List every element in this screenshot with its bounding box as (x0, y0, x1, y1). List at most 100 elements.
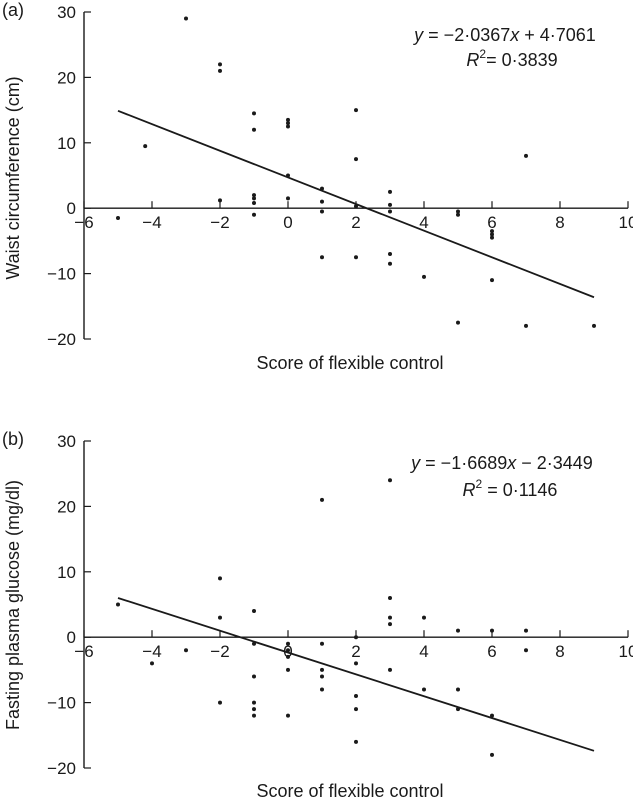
panel-a-data-point (388, 261, 392, 266)
panel-b-data-point (286, 654, 290, 659)
panel-a-data-point (388, 251, 392, 256)
panel-b-eq-slope: = −1·6689 (420, 453, 507, 473)
panel-b-data-point (286, 667, 290, 672)
panel-a-y-axis-label: Waist circumference (cm) (3, 76, 23, 279)
panel-b-data-point (524, 628, 528, 633)
panel-a-y-tick-label: 20 (57, 68, 76, 87)
panel-b-data-point (252, 700, 256, 705)
panel-b-x-tick-label: 2 (351, 642, 360, 661)
panel-a-data-point (218, 62, 222, 67)
panel-b-data-point (320, 687, 324, 692)
panel-b-data-point (388, 615, 392, 620)
panel-b-eq-intercept: − 2·3449 (516, 453, 593, 473)
panel-b-data-point (150, 661, 154, 666)
panel-b-x-tick-label: 6 (487, 642, 496, 661)
panel-b: (b) Fasting plasma glucose (mg/dl) Score… (2, 429, 633, 801)
panel-b-data-point (388, 667, 392, 672)
panel-a-data-point (388, 202, 392, 207)
panel-a-trendline (117, 109, 595, 299)
panel-a-eq-y: y (412, 25, 424, 45)
panel-b-x-tick-label: −4 (142, 642, 161, 661)
panel-b-eq-y: y (409, 453, 421, 473)
panel-b-data-point (286, 648, 290, 653)
panel-a-data-point (592, 323, 596, 328)
panel-b-y-axis-label: Fasting plasma glucose (mg/dl) (3, 480, 23, 730)
panel-b-data-point (320, 667, 324, 672)
panel-b-r-squared: R2 = 0·1146 (463, 477, 558, 500)
panel-a-r-squared: R2= 0·3839 (466, 47, 557, 70)
panel-b-r-value: = 0·1146 (482, 480, 557, 500)
panel-b-data-point (218, 576, 222, 581)
panel-b-data-point (252, 713, 256, 718)
panel-a-data-point (252, 200, 256, 205)
panel-b-r-exponent: 2 (476, 477, 483, 491)
panel-a-data-point (218, 68, 222, 73)
panel-b-r-symbol: R (463, 480, 476, 500)
panel-b-data-point (252, 641, 256, 646)
panel-a-data-point (218, 198, 222, 203)
panel-a-data-point (388, 209, 392, 214)
panel-a-data-point (286, 124, 290, 129)
panel-b-data-point (422, 615, 426, 620)
panel-a: (a) Waist circumference (cm) Score of fl… (2, 0, 633, 373)
panel-a-data-point (286, 196, 290, 201)
panel-b-y-tick-label: 10 (57, 563, 76, 582)
panel-a-data-point (354, 204, 358, 209)
panel-b-data-point (320, 641, 324, 646)
panel-a-data-point (252, 111, 256, 116)
panel-b-data-point (286, 713, 290, 718)
panel-a-data-point (354, 255, 358, 260)
panel-b-data-point (354, 739, 358, 744)
panel-b-data-point (184, 648, 188, 653)
panel-b-data-point (490, 752, 494, 757)
panel-b-x-tick-label: −6 (74, 642, 93, 661)
panel-a-data-point (490, 235, 494, 240)
panel-b-x-tick-label: 8 (555, 642, 564, 661)
panel-b-x-tick-label: −2 (210, 642, 229, 661)
panel-a-r-value: = 0·3839 (486, 50, 558, 70)
panel-a-data-point (252, 196, 256, 201)
panel-b-data-point (422, 687, 426, 692)
panel-a-x-tick-label: 6 (487, 213, 496, 232)
panel-b-label: (b) (2, 429, 24, 449)
panel-a-data-point (184, 16, 188, 21)
panel-a-data-point (490, 278, 494, 283)
panel-a-eq-x: x (509, 25, 520, 45)
panel-b-y-tick-label: −10 (47, 694, 76, 713)
panel-a-data-point (456, 212, 460, 217)
panel-b-y-tick-label: 30 (57, 432, 76, 451)
panel-a-data-point (252, 127, 256, 132)
panel-a-data-point (320, 255, 324, 260)
panel-a-label: (a) (2, 0, 24, 20)
panel-a-x-tick-label: −4 (142, 213, 161, 232)
panel-a-y-tick-label: 10 (57, 134, 76, 153)
panel-a-data-point (116, 216, 120, 221)
panel-b-y-tick-label: 20 (57, 497, 76, 516)
panel-b-data-point (388, 478, 392, 483)
panel-b-data-point (286, 641, 290, 646)
panel-b-data-point (490, 628, 494, 633)
panel-a-x-tick-label: 10 (619, 213, 633, 232)
panel-a-r-exponent: 2 (479, 47, 486, 61)
panel-a-data-point (252, 193, 256, 198)
panel-b-data-point (116, 602, 120, 607)
panel-b-y-tick-label: 0 (67, 628, 76, 647)
panel-a-data-point (524, 153, 528, 158)
panel-a-data-point (422, 274, 426, 279)
panel-a-data-point (143, 144, 148, 149)
panel-a-x-tick-label: 2 (351, 213, 360, 232)
panel-b-data-point (354, 635, 358, 640)
panel-a-x-tick-label: 0 (283, 213, 292, 232)
panel-b-data-point (456, 628, 460, 633)
panel-a-data-point (286, 121, 290, 126)
panel-a-data-point (286, 117, 290, 122)
panel-a-data-point (320, 209, 324, 214)
panel-b-data-point (354, 694, 358, 699)
panel-a-x-tick-label: 4 (419, 213, 428, 232)
panel-a-data-point (456, 320, 460, 325)
panel-a-data-point (354, 108, 358, 113)
panel-b-data-point (320, 674, 324, 679)
panel-b-data-point (354, 707, 358, 712)
panel-b-data-point (456, 707, 460, 712)
